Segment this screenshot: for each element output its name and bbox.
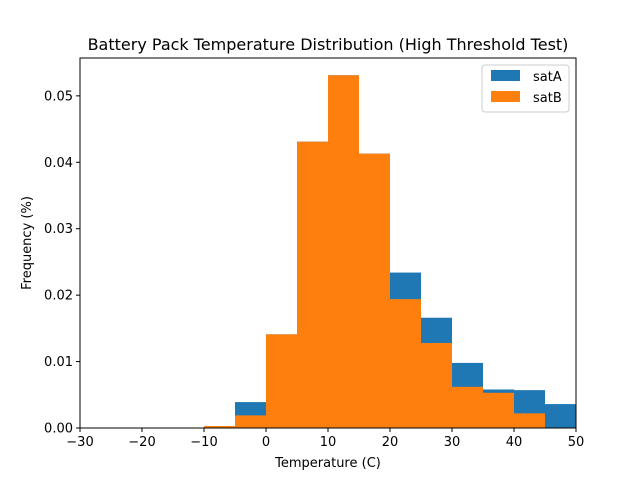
y-tick-label: 0.03 <box>44 222 73 237</box>
bar-satb-5 <box>359 153 390 429</box>
x-axis-label: Temperature (C) <box>274 456 381 471</box>
y-tick-label: 0.04 <box>44 156 73 171</box>
bar-satb-2 <box>266 334 297 428</box>
bar-satb-3 <box>297 141 328 429</box>
x-tick-label: 30 <box>444 435 461 450</box>
y-tick-label: 0.01 <box>44 355 73 370</box>
x-tick-label: 10 <box>320 435 337 450</box>
y-tick-label: 0.05 <box>44 89 73 104</box>
x-tick-label: −30 <box>66 435 93 450</box>
bar-satb-9 <box>483 392 514 428</box>
legend-swatch-sata <box>491 70 520 81</box>
bar-satb-0 <box>204 426 235 428</box>
x-tick-label: 40 <box>506 435 523 450</box>
bar-sata-11 <box>545 404 576 428</box>
x-tick-label: 50 <box>568 435 585 450</box>
y-axis-label: Frequency (%) <box>20 196 35 290</box>
x-tick-label: −10 <box>190 435 217 450</box>
chart-title: Battery Pack Temperature Distribution (H… <box>88 35 569 54</box>
legend-label-sata: satA <box>533 70 562 85</box>
legend-label-satb: satB <box>533 91 562 106</box>
bar-satb-8 <box>452 386 483 428</box>
x-tick-label: 0 <box>262 435 270 450</box>
axis-ticks: −30 −20 −10 0 10 20 30 40 50 0.00 0.01 0.02 0.03 0.04… <box>44 89 584 450</box>
bar-satb-4 <box>328 75 359 429</box>
y-tick-label: 0.00 <box>44 422 73 437</box>
bar-satb-7 <box>421 342 452 428</box>
bar-satb-1 <box>235 415 266 428</box>
bar-satb-6 <box>390 299 421 428</box>
histogram-bars <box>204 75 576 429</box>
x-tick-label: 20 <box>382 435 399 450</box>
plot-frame <box>79 57 577 429</box>
legend: satA satB <box>481 64 570 113</box>
x-tick-label: −20 <box>128 435 155 450</box>
bar-satb-10 <box>514 413 545 428</box>
y-tick-label: 0.02 <box>44 289 73 304</box>
legend-swatch-satb <box>491 91 520 102</box>
